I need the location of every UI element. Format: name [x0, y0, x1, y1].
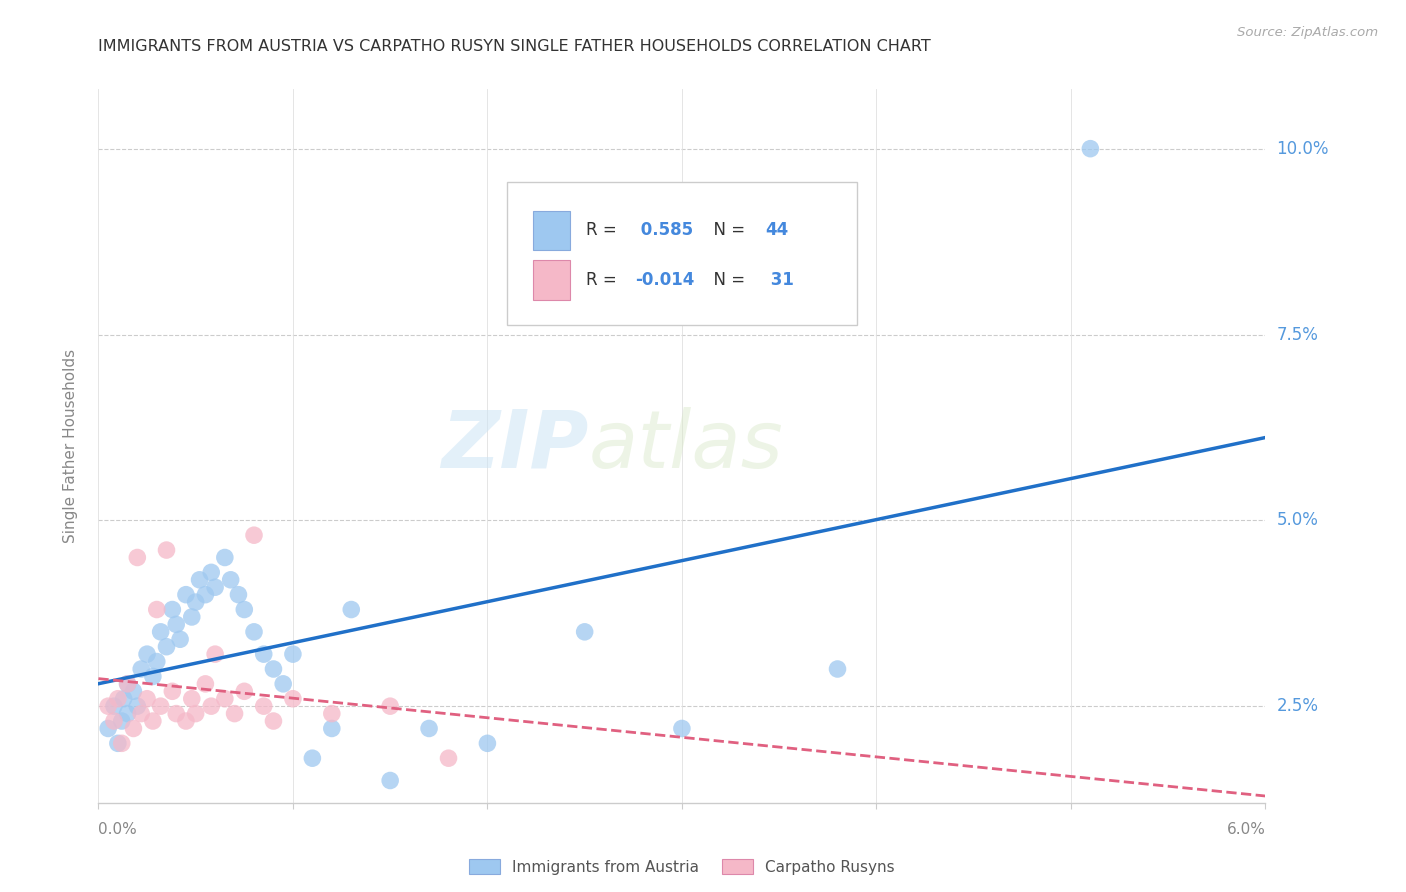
FancyBboxPatch shape [506, 182, 856, 325]
Point [149, 624, 172, 639]
Point [129, 706, 152, 721]
Point [228, 588, 250, 602]
Point [1078, 142, 1101, 156]
Point [418, 722, 440, 736]
Point [162, 684, 184, 698]
Point [321, 722, 343, 736]
Point [136, 647, 159, 661]
Point [122, 684, 145, 698]
Point [155, 543, 177, 558]
Point [262, 662, 284, 676]
Text: 7.5%: 7.5% [1277, 326, 1319, 343]
Point [204, 580, 226, 594]
Point [233, 602, 256, 616]
Point [184, 595, 207, 609]
Point [827, 662, 849, 676]
Point [437, 751, 460, 765]
Text: R =: R = [586, 221, 623, 239]
Point [146, 602, 169, 616]
Point [165, 706, 187, 721]
Legend: Immigrants from Austria, Carpatho Rusyns: Immigrants from Austria, Carpatho Rusyns [463, 853, 901, 880]
Point [180, 691, 202, 706]
Point [253, 699, 276, 714]
Text: 44: 44 [765, 221, 787, 239]
Point [127, 550, 149, 565]
Point [155, 640, 177, 654]
Point [142, 714, 165, 728]
Point [214, 550, 236, 565]
Point [321, 706, 343, 721]
Point [174, 588, 197, 602]
Text: IMMIGRANTS FROM AUSTRIA VS CARPATHO RUSYN SINGLE FATHER HOUSEHOLDS CORRELATION C: IMMIGRANTS FROM AUSTRIA VS CARPATHO RUSY… [98, 38, 931, 54]
Point [243, 528, 266, 542]
Y-axis label: Single Father Households: Single Father Households [63, 349, 77, 543]
Point [340, 602, 363, 616]
Point [103, 699, 125, 714]
Point [142, 669, 165, 683]
Text: atlas: atlas [589, 407, 783, 485]
Point [111, 714, 134, 728]
Point [136, 691, 159, 706]
Point [200, 566, 222, 580]
Point [180, 610, 202, 624]
Point [233, 684, 256, 698]
Point [107, 691, 129, 706]
Text: 31: 31 [765, 271, 793, 289]
Text: 5.0%: 5.0% [1277, 511, 1319, 529]
Point [477, 736, 499, 750]
Point [129, 662, 152, 676]
Text: ZIP: ZIP [441, 407, 589, 485]
Bar [533, 260, 569, 300]
Text: N =: N = [703, 271, 751, 289]
Point [262, 714, 284, 728]
Point [281, 691, 304, 706]
Point [188, 573, 211, 587]
Text: 2.5%: 2.5% [1277, 698, 1319, 715]
Point [107, 736, 129, 750]
Text: 10.0%: 10.0% [1277, 140, 1329, 158]
Text: N =: N = [703, 221, 751, 239]
Point [174, 714, 197, 728]
Point [169, 632, 191, 647]
Point [378, 773, 402, 788]
Point [117, 677, 139, 691]
Point [214, 691, 236, 706]
Point [301, 751, 323, 765]
Point [97, 699, 120, 714]
Text: Source: ZipAtlas.com: Source: ZipAtlas.com [1237, 26, 1378, 38]
Text: R =: R = [586, 271, 623, 289]
Point [194, 588, 217, 602]
Bar [533, 211, 569, 250]
Point [224, 706, 246, 721]
Point [146, 655, 169, 669]
Point [162, 602, 184, 616]
Text: 0.585: 0.585 [636, 221, 693, 239]
Text: 6.0%: 6.0% [1226, 822, 1265, 837]
Point [253, 647, 276, 661]
Point [149, 699, 172, 714]
Point [671, 722, 693, 736]
Point [378, 699, 402, 714]
Text: 0.0%: 0.0% [98, 822, 138, 837]
Point [243, 624, 266, 639]
Point [103, 714, 125, 728]
Point [97, 722, 120, 736]
Point [271, 677, 294, 691]
Point [194, 677, 217, 691]
Point [111, 736, 134, 750]
Point [117, 706, 139, 721]
Point [165, 617, 187, 632]
Point [219, 573, 242, 587]
Point [204, 647, 226, 661]
Point [127, 699, 149, 714]
Point [184, 706, 207, 721]
Point [281, 647, 304, 661]
Point [112, 691, 135, 706]
Text: -0.014: -0.014 [636, 271, 695, 289]
Point [200, 699, 222, 714]
Point [574, 624, 596, 639]
Point [117, 677, 139, 691]
Point [122, 722, 145, 736]
